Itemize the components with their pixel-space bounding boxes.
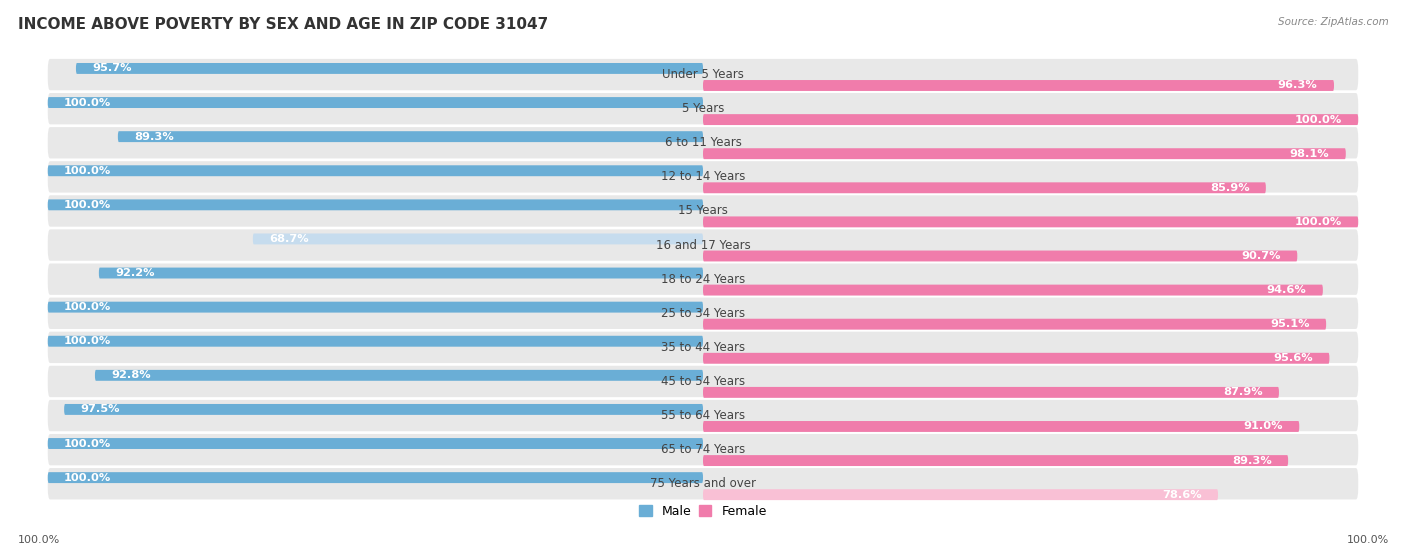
Text: 89.3%: 89.3% xyxy=(1232,456,1272,466)
FancyBboxPatch shape xyxy=(48,400,1358,431)
FancyBboxPatch shape xyxy=(703,319,1326,330)
Text: 95.1%: 95.1% xyxy=(1270,319,1310,329)
FancyBboxPatch shape xyxy=(703,182,1265,193)
FancyBboxPatch shape xyxy=(96,370,703,381)
FancyBboxPatch shape xyxy=(48,59,1358,90)
Text: 15 Years: 15 Years xyxy=(678,205,728,217)
FancyBboxPatch shape xyxy=(703,421,1299,432)
FancyBboxPatch shape xyxy=(98,268,703,278)
FancyBboxPatch shape xyxy=(48,161,1358,192)
Text: 25 to 34 Years: 25 to 34 Years xyxy=(661,307,745,320)
FancyBboxPatch shape xyxy=(48,336,703,347)
FancyBboxPatch shape xyxy=(703,80,1334,91)
FancyBboxPatch shape xyxy=(48,472,703,483)
Text: 16 and 17 Years: 16 and 17 Years xyxy=(655,239,751,252)
FancyBboxPatch shape xyxy=(703,387,1279,398)
Text: 100.0%: 100.0% xyxy=(65,165,111,176)
FancyBboxPatch shape xyxy=(48,331,1358,363)
Text: 100.0%: 100.0% xyxy=(18,535,60,545)
FancyBboxPatch shape xyxy=(65,404,703,415)
Text: 65 to 74 Years: 65 to 74 Years xyxy=(661,443,745,456)
FancyBboxPatch shape xyxy=(48,195,1358,226)
FancyBboxPatch shape xyxy=(703,285,1323,296)
FancyBboxPatch shape xyxy=(48,366,1358,397)
Text: 55 to 64 Years: 55 to 64 Years xyxy=(661,409,745,422)
Text: 96.3%: 96.3% xyxy=(1278,80,1317,91)
Text: 98.1%: 98.1% xyxy=(1289,149,1330,159)
Text: 100.0%: 100.0% xyxy=(65,98,111,107)
FancyBboxPatch shape xyxy=(76,63,703,74)
FancyBboxPatch shape xyxy=(703,489,1218,500)
FancyBboxPatch shape xyxy=(48,263,1358,295)
FancyBboxPatch shape xyxy=(48,93,1358,124)
Text: 78.6%: 78.6% xyxy=(1161,490,1202,500)
Text: 94.6%: 94.6% xyxy=(1267,285,1306,295)
Text: 18 to 24 Years: 18 to 24 Years xyxy=(661,273,745,286)
Text: 85.9%: 85.9% xyxy=(1209,183,1250,193)
FancyBboxPatch shape xyxy=(48,127,1358,158)
Text: 45 to 54 Years: 45 to 54 Years xyxy=(661,375,745,388)
Text: 12 to 14 Years: 12 to 14 Years xyxy=(661,170,745,183)
FancyBboxPatch shape xyxy=(48,302,703,312)
Text: 90.7%: 90.7% xyxy=(1241,251,1281,261)
FancyBboxPatch shape xyxy=(48,434,1358,465)
Text: 100.0%: 100.0% xyxy=(1295,115,1341,125)
FancyBboxPatch shape xyxy=(48,468,1358,499)
Text: INCOME ABOVE POVERTY BY SEX AND AGE IN ZIP CODE 31047: INCOME ABOVE POVERTY BY SEX AND AGE IN Z… xyxy=(18,17,548,32)
Text: 95.6%: 95.6% xyxy=(1274,353,1313,363)
FancyBboxPatch shape xyxy=(48,297,1358,329)
Text: 100.0%: 100.0% xyxy=(1295,217,1341,227)
FancyBboxPatch shape xyxy=(703,216,1358,228)
FancyBboxPatch shape xyxy=(703,148,1346,159)
Text: 68.7%: 68.7% xyxy=(269,234,309,244)
FancyBboxPatch shape xyxy=(118,131,703,142)
Text: 92.2%: 92.2% xyxy=(115,268,155,278)
FancyBboxPatch shape xyxy=(48,165,703,176)
Text: Under 5 Years: Under 5 Years xyxy=(662,68,744,81)
Text: 100.0%: 100.0% xyxy=(1347,535,1389,545)
FancyBboxPatch shape xyxy=(48,97,703,108)
FancyBboxPatch shape xyxy=(703,250,1298,262)
Text: 95.7%: 95.7% xyxy=(93,64,132,73)
FancyBboxPatch shape xyxy=(703,353,1330,364)
Text: 97.5%: 97.5% xyxy=(80,404,120,414)
FancyBboxPatch shape xyxy=(703,114,1358,125)
FancyBboxPatch shape xyxy=(253,234,703,244)
Text: 6 to 11 Years: 6 to 11 Years xyxy=(665,136,741,149)
Text: 100.0%: 100.0% xyxy=(65,472,111,482)
Text: 92.8%: 92.8% xyxy=(111,370,150,380)
Text: 100.0%: 100.0% xyxy=(65,302,111,312)
FancyBboxPatch shape xyxy=(703,455,1288,466)
Text: Source: ZipAtlas.com: Source: ZipAtlas.com xyxy=(1278,17,1389,27)
Text: 100.0%: 100.0% xyxy=(65,336,111,346)
FancyBboxPatch shape xyxy=(48,200,703,210)
FancyBboxPatch shape xyxy=(48,229,1358,260)
Text: 87.9%: 87.9% xyxy=(1223,387,1263,397)
Text: 91.0%: 91.0% xyxy=(1243,421,1282,432)
FancyBboxPatch shape xyxy=(48,438,703,449)
Text: 5 Years: 5 Years xyxy=(682,102,724,115)
Text: 100.0%: 100.0% xyxy=(65,438,111,448)
Text: 35 to 44 Years: 35 to 44 Years xyxy=(661,341,745,354)
Text: 75 Years and over: 75 Years and over xyxy=(650,477,756,490)
Text: 89.3%: 89.3% xyxy=(134,132,174,141)
Legend: Male, Female: Male, Female xyxy=(634,500,772,523)
Text: 100.0%: 100.0% xyxy=(65,200,111,210)
